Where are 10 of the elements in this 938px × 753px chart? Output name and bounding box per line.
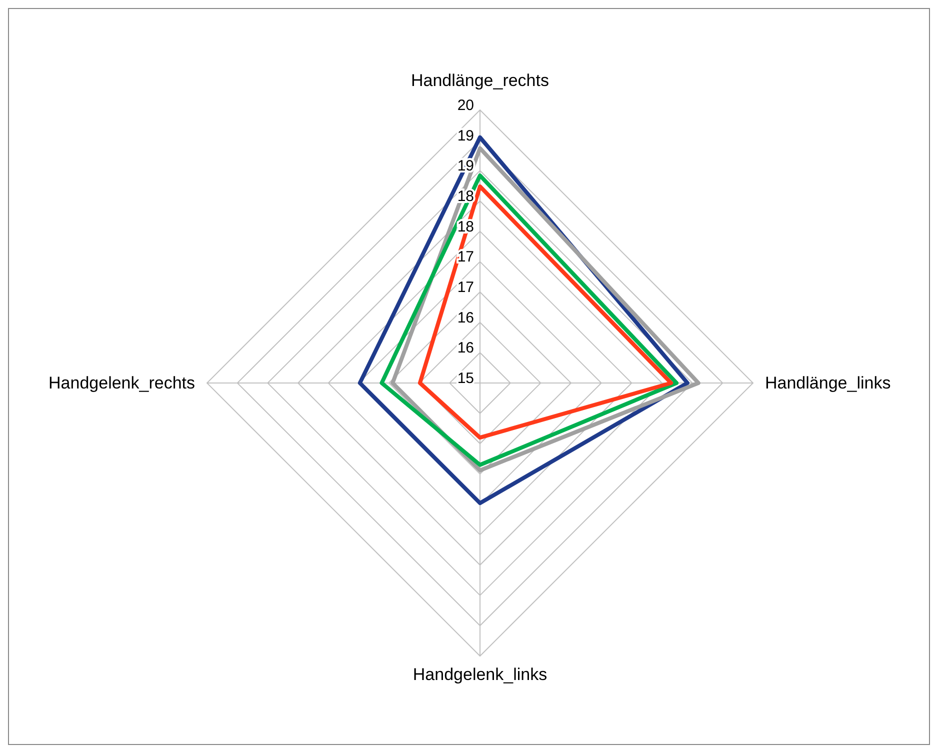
spoke-label: Handlänge_links	[765, 374, 891, 392]
y-tick-label: 19	[457, 127, 474, 144]
y-tick-label: 16	[457, 340, 474, 357]
y-tick-label: 15	[457, 370, 474, 387]
spoke-label: Handgelenk_rechts	[48, 374, 195, 392]
spoke-label: Handgelenk_links	[412, 665, 548, 684]
y-tick-label: 16	[457, 309, 474, 326]
spoke-label: Handlänge_rechts	[411, 71, 549, 90]
y-tick-label: 20	[457, 97, 474, 114]
y-tick-label: 17	[457, 278, 474, 296]
